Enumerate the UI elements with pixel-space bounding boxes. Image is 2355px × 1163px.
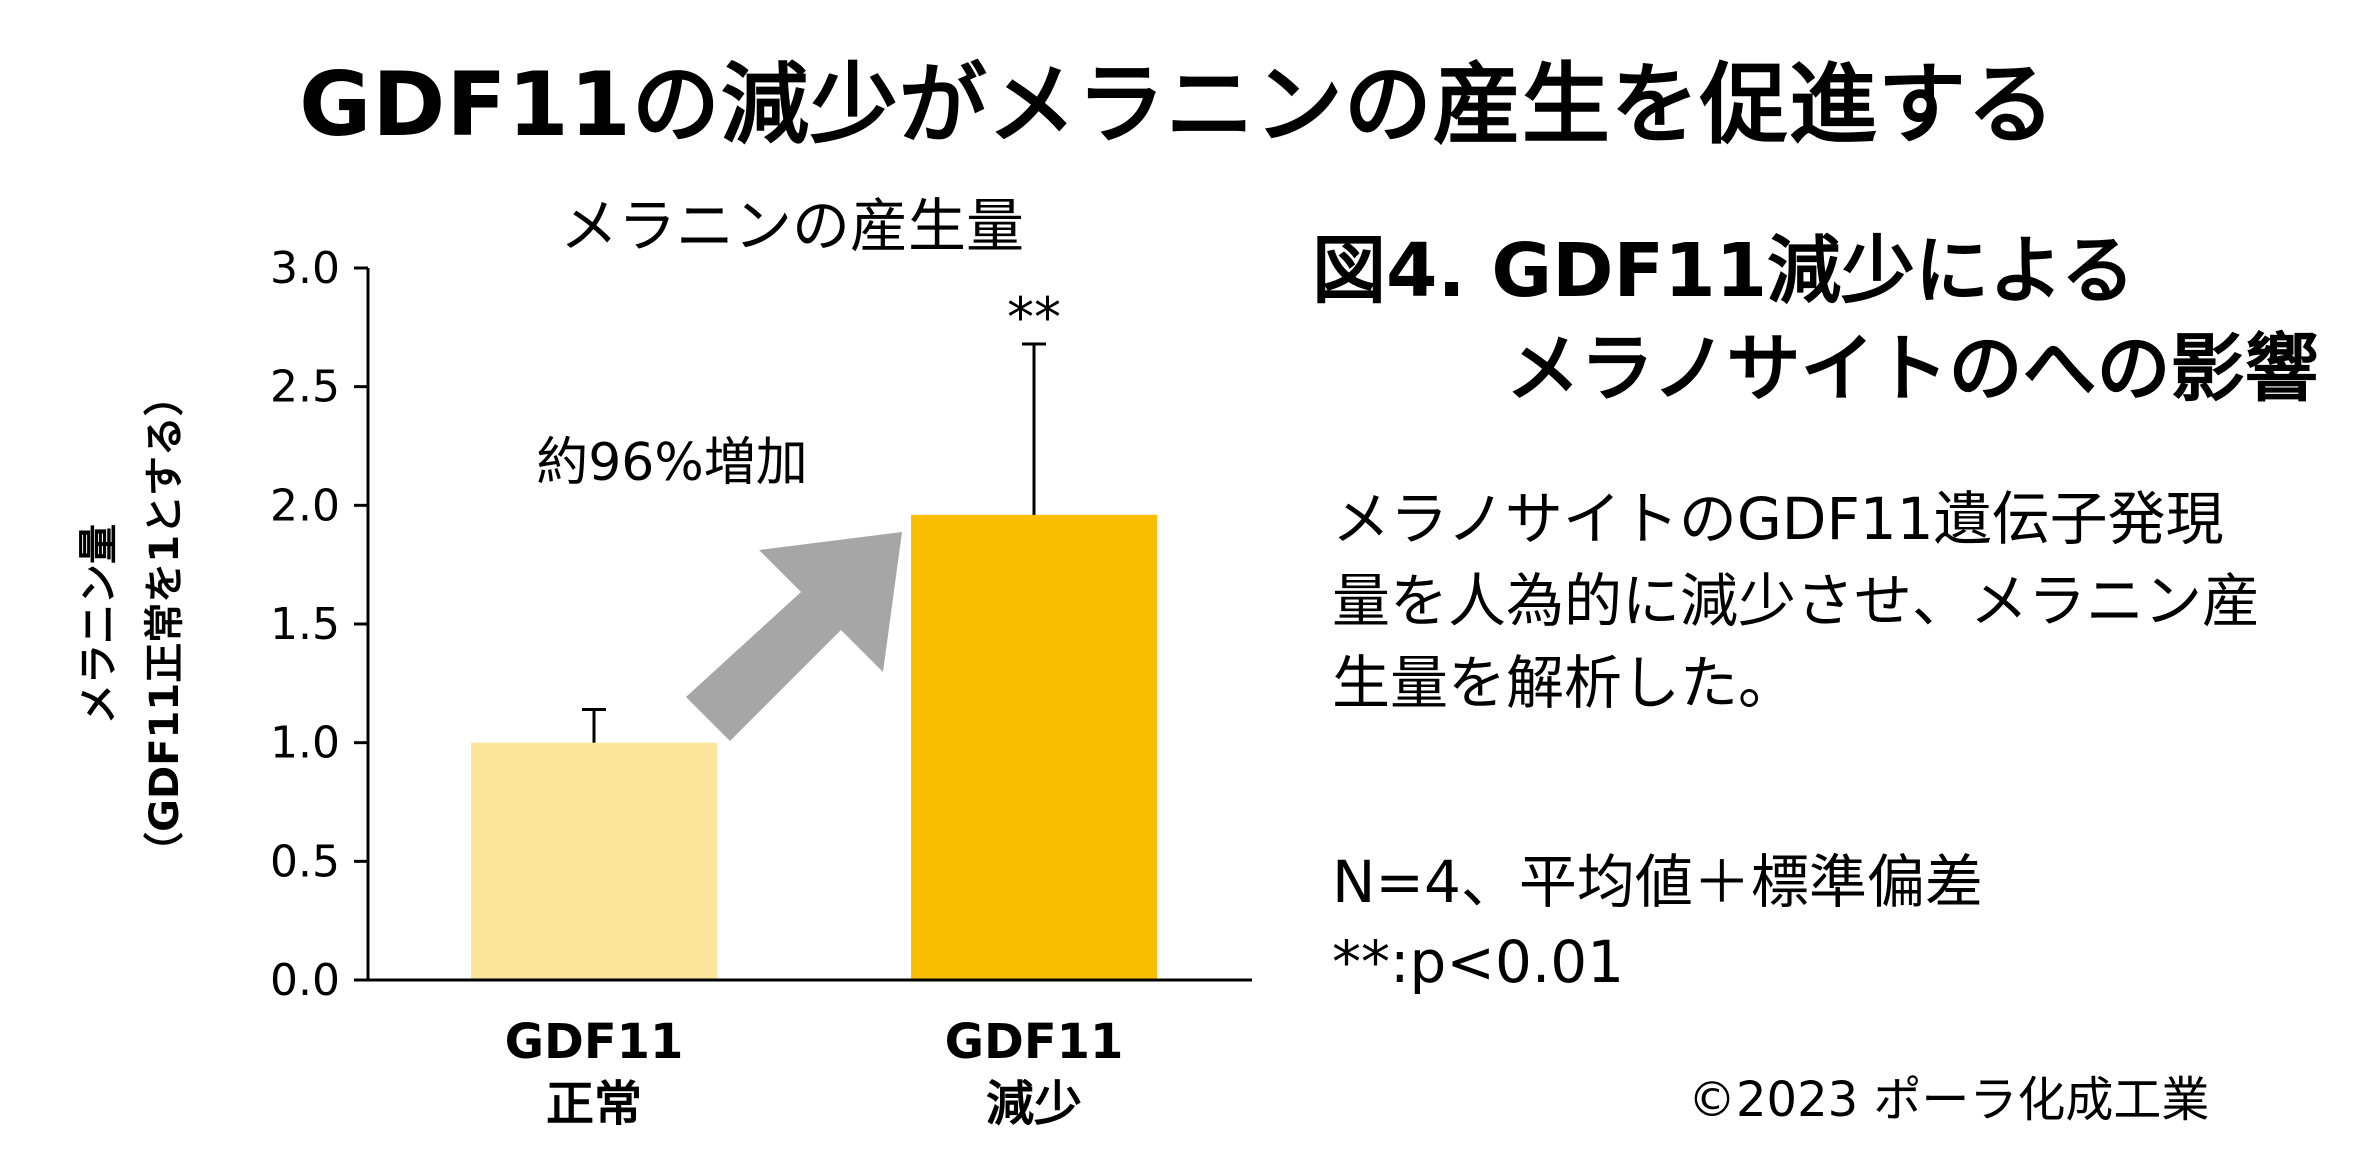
figure-title-line2: メラノサイトのへの影響 <box>1506 326 2319 412</box>
copyright: ©2023 ポーラ化成工業 <box>1688 1072 2210 1128</box>
y-tick-label: 0.5 <box>270 836 340 887</box>
y-tick-label: 3.0 <box>270 243 340 294</box>
y-tick-label: 1.0 <box>270 718 340 769</box>
y-axis-title-line1: メラニン量 <box>76 524 122 724</box>
stats-line-1: N=4、平均値＋標準偏差 <box>1332 848 1983 916</box>
bar-chart: 0.0 0.5 1.0 1.5 2.0 2.5 3.0 GDF11 正常 GDF11 減少 メラニンの… <box>76 192 1252 1132</box>
figure-description: メラノサイトのGDF11遺伝子発現量を人為的に減少させ、メラニン産生量を解析した… <box>1332 485 2261 717</box>
figure-title: 図4. GDF11減少による メラノサイトのへの影響 <box>1312 222 2319 418</box>
y-tick-label: 0.0 <box>270 955 340 1006</box>
stats-line-2: **:p<0.01 <box>1332 928 1625 996</box>
increase-annotation: 約96%増加 <box>536 433 808 493</box>
slide-title: GDF11の減少がメラニンの産生を促進する <box>299 53 2056 156</box>
figure-title-line1: 図4. GDF11減少による <box>1312 228 2135 314</box>
x-tick-label: 減少 <box>986 1076 1082 1132</box>
significance-marker: ** <box>1007 286 1061 349</box>
x-tick-label: GDF11 <box>945 1014 1124 1070</box>
y-axis-title-line2: （GDF11正常を1とする） <box>142 376 188 872</box>
y-tick-label: 2.5 <box>270 362 340 413</box>
y-tick-label: 2.0 <box>270 480 340 531</box>
chart-title: メラニンの産生量 <box>560 192 1024 260</box>
stats-note: N=4、平均値＋標準偏差 **:p<0.01 <box>1332 842 1983 1002</box>
x-tick-label: GDF11 <box>505 1014 684 1070</box>
y-tick-label: 1.5 <box>270 599 340 650</box>
bar-1 <box>471 742 717 980</box>
bar-2 <box>911 514 1157 980</box>
increase-arrow <box>686 532 902 741</box>
x-tick-label: 正常 <box>546 1076 642 1132</box>
